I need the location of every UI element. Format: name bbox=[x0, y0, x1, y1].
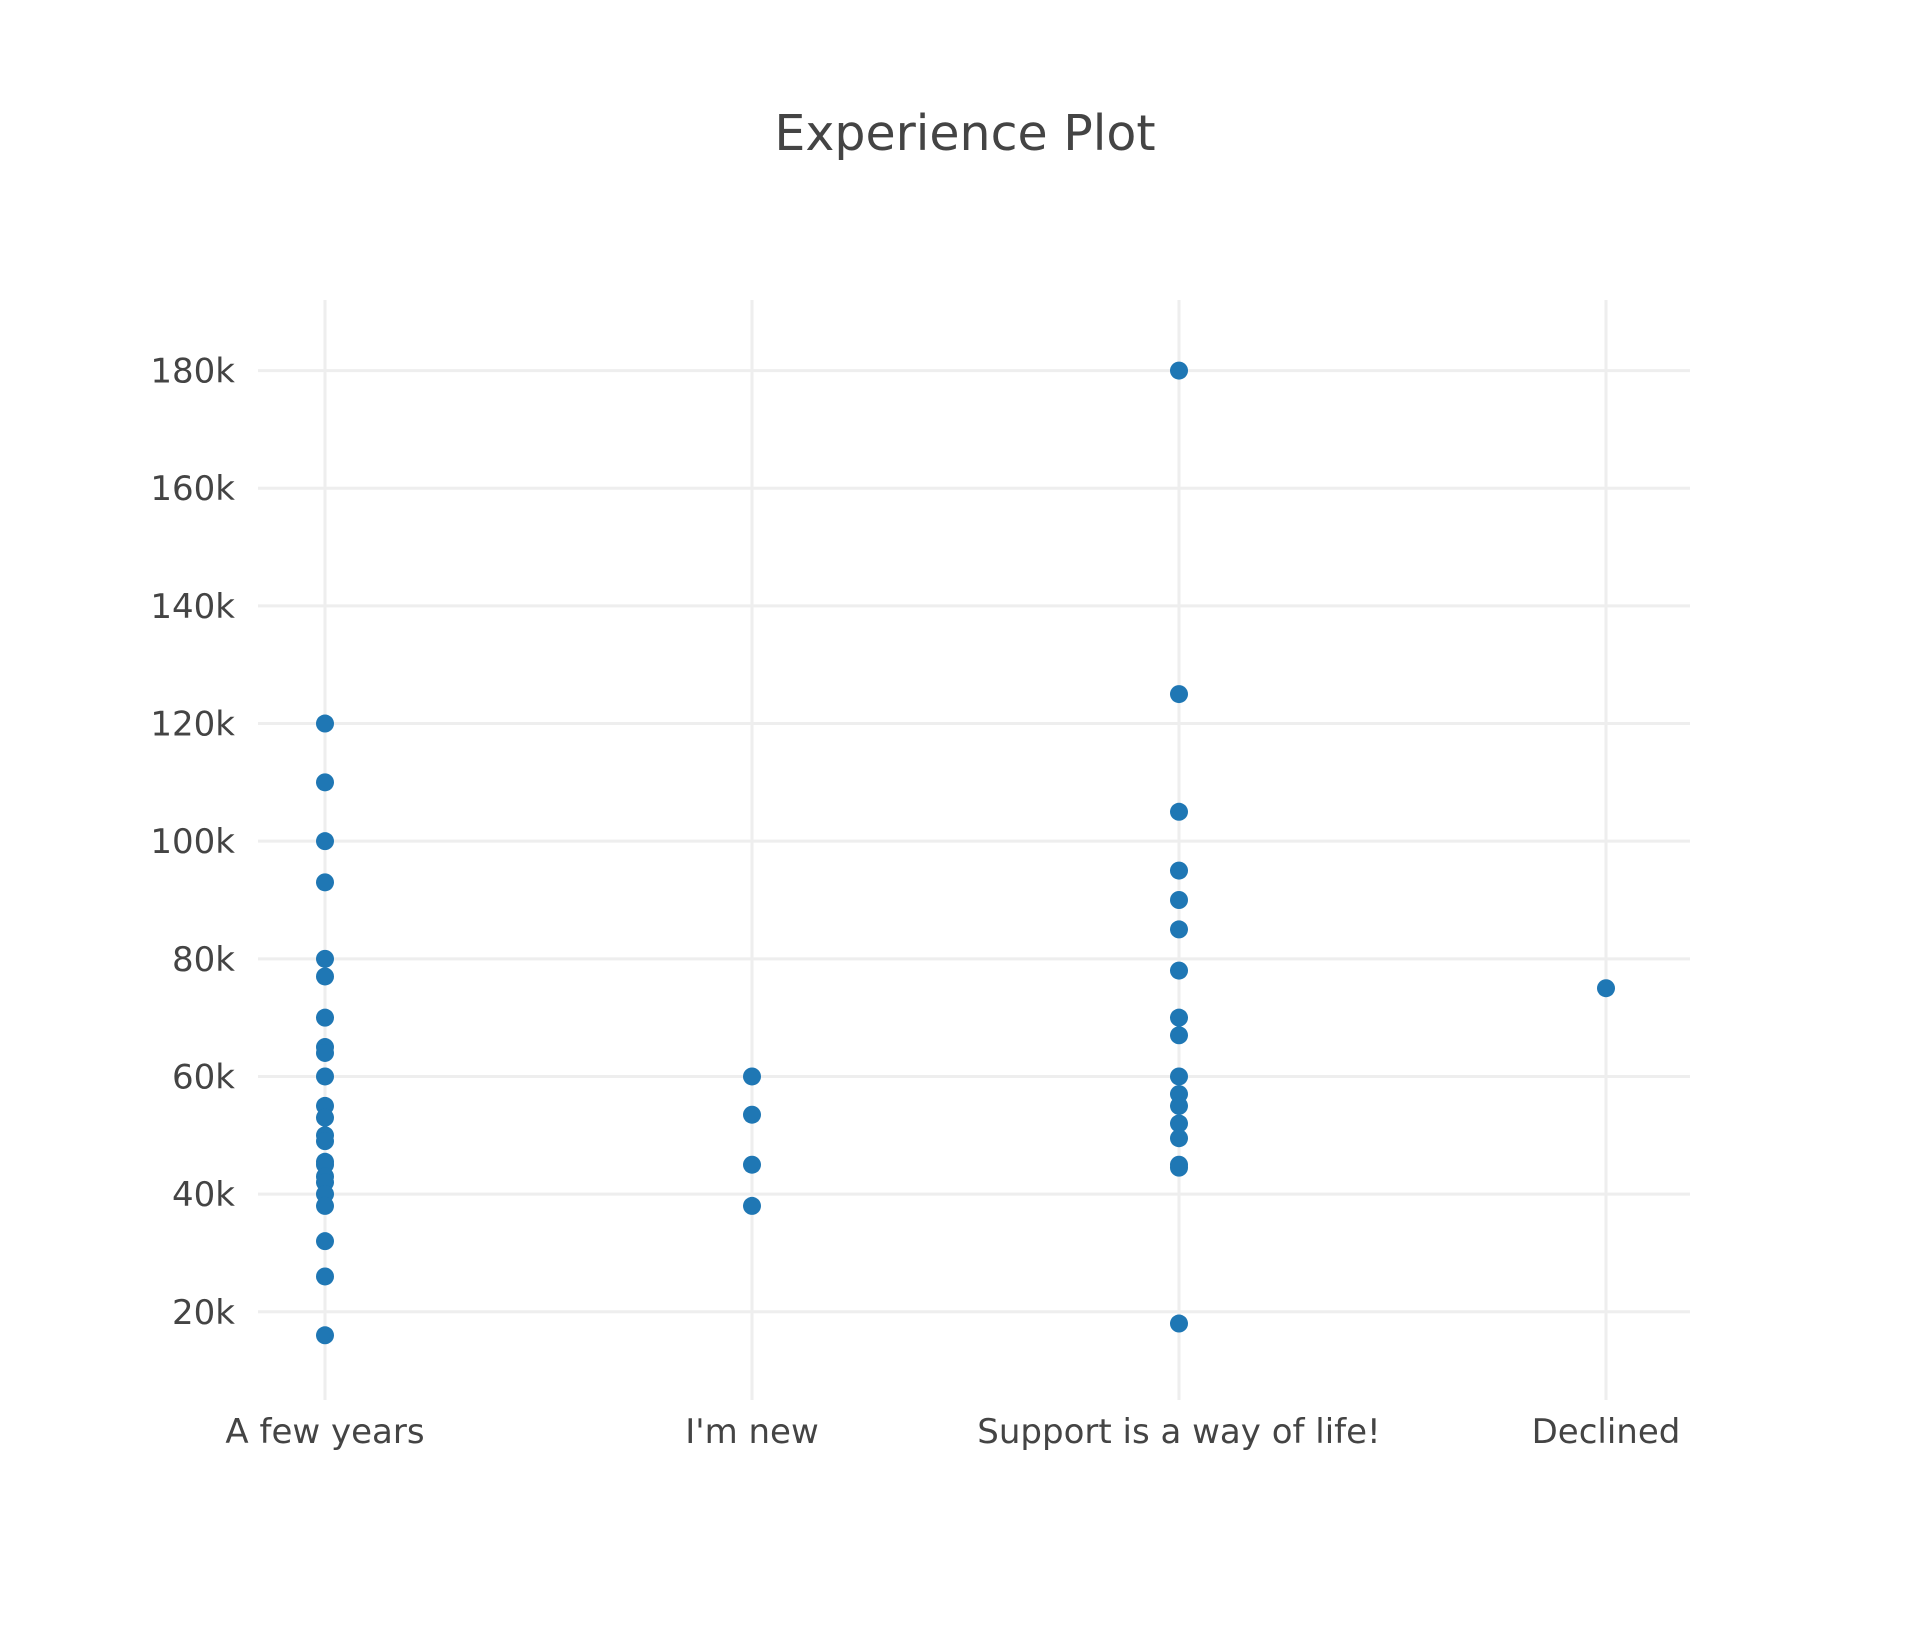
data-point bbox=[316, 1043, 334, 1062]
data-point bbox=[316, 1108, 334, 1127]
data-point bbox=[743, 1155, 761, 1174]
data-point bbox=[316, 773, 334, 792]
y-tick-label: 180k bbox=[150, 352, 235, 392]
x-tick-label: Declined bbox=[1532, 1412, 1681, 1452]
data-point bbox=[1170, 1114, 1188, 1133]
data-point bbox=[1170, 802, 1188, 821]
data-point bbox=[1170, 1096, 1188, 1115]
data-point bbox=[316, 1267, 334, 1286]
data-point bbox=[316, 1232, 334, 1251]
data-point bbox=[316, 1067, 334, 1086]
data-point bbox=[743, 1196, 761, 1215]
data-point bbox=[1170, 1158, 1188, 1177]
data-point bbox=[316, 873, 334, 892]
y-tick-label: 160k bbox=[150, 469, 235, 509]
data-point bbox=[1170, 1008, 1188, 1027]
y-tick-label: 40k bbox=[172, 1175, 235, 1215]
data-point bbox=[316, 1008, 334, 1027]
data-point bbox=[316, 832, 334, 851]
data-point bbox=[1170, 1314, 1188, 1333]
data-point bbox=[1170, 1067, 1188, 1086]
data-point bbox=[316, 1196, 334, 1215]
x-tick-label: Support is a way of life! bbox=[977, 1412, 1380, 1452]
data-point bbox=[1170, 861, 1188, 880]
data-point bbox=[1170, 961, 1188, 980]
y-axis-tick-labels: 20k 40k 60k 80k 100k 120k 140k 160k 180k bbox=[150, 352, 235, 1333]
data-point bbox=[743, 1067, 761, 1086]
data-point bbox=[316, 714, 334, 733]
data-point bbox=[316, 1132, 334, 1151]
data-point bbox=[316, 1326, 334, 1345]
chart-title: Experience Plot bbox=[774, 105, 1155, 162]
y-tick-label: 80k bbox=[172, 940, 235, 980]
data-point bbox=[1597, 979, 1615, 998]
data-point bbox=[1170, 685, 1188, 704]
x-tick-label: A few years bbox=[225, 1412, 424, 1452]
data-points bbox=[316, 361, 1615, 1345]
data-point bbox=[316, 949, 334, 968]
data-point bbox=[1170, 891, 1188, 909]
data-point bbox=[743, 1105, 761, 1124]
y-tick-label: 20k bbox=[172, 1293, 235, 1333]
y-gridlines bbox=[258, 369, 1690, 1314]
data-point bbox=[1170, 1026, 1188, 1045]
y-tick-label: 100k bbox=[150, 822, 235, 862]
data-point bbox=[1170, 920, 1188, 939]
y-tick-label: 120k bbox=[150, 705, 235, 745]
x-axis-tick-labels: A few years I'm new Support is a way of li… bbox=[225, 1412, 1680, 1452]
data-point bbox=[1170, 361, 1188, 380]
y-tick-label: 140k bbox=[150, 587, 235, 627]
x-gridlines bbox=[323, 300, 1608, 1400]
data-point bbox=[1170, 1129, 1188, 1148]
x-tick-label: I'm new bbox=[685, 1412, 819, 1452]
y-tick-label: 60k bbox=[172, 1057, 235, 1097]
data-point bbox=[316, 967, 334, 986]
